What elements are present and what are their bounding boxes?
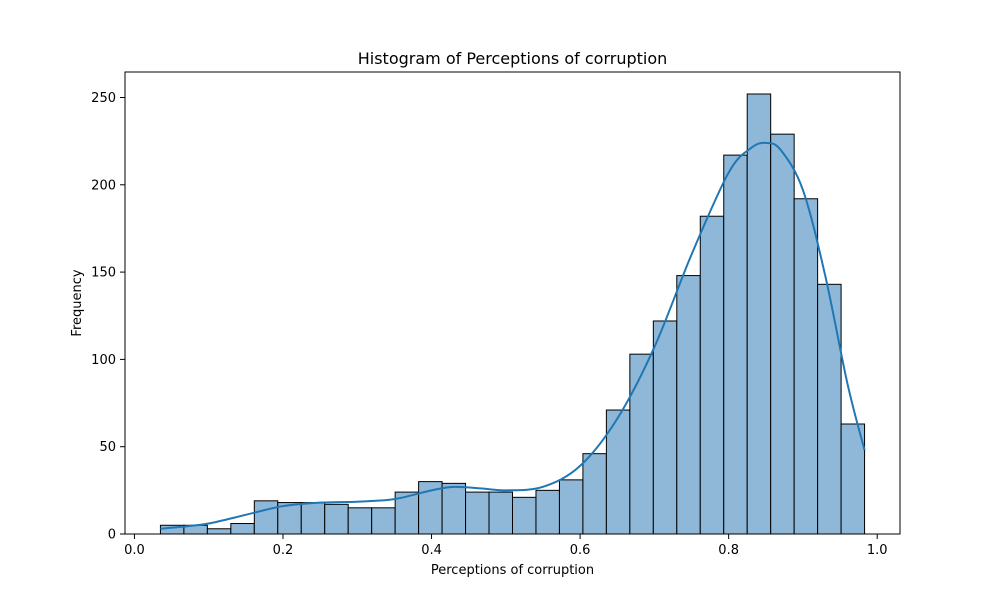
x-tick-label: 0.6: [570, 543, 591, 558]
histogram-bar: [441, 482, 467, 535]
kde-curve: [160, 141, 866, 530]
x-tick-label: 0.8: [718, 543, 739, 558]
histogram-bar: [629, 353, 654, 535]
y-tick-label: 0: [108, 528, 116, 543]
histogram-bar: [324, 503, 349, 535]
y-tick-label: 50: [99, 440, 116, 455]
y-tick-label: 150: [91, 266, 116, 281]
plot-area-frame: [124, 71, 901, 535]
histogram-bar: [676, 275, 701, 535]
histogram-bar: [347, 507, 373, 535]
histogram-bar: [652, 320, 678, 535]
kde-layer: [160, 141, 866, 530]
histogram-bar: [793, 198, 819, 535]
y-axis-label: Frequency: [70, 269, 85, 336]
histogram-bar: [512, 496, 537, 535]
histogram-bar: [371, 507, 396, 535]
histogram-bar: [300, 502, 326, 535]
histogram-bar: [465, 491, 490, 535]
histogram-bar: [699, 215, 725, 535]
bars-layer: [159, 93, 866, 535]
histogram-bar: [230, 523, 255, 535]
x-tick-label: 0.4: [421, 543, 442, 558]
y-tick-label: 200: [91, 178, 116, 193]
histogram-bar: [582, 453, 607, 535]
histogram-bar: [488, 491, 513, 535]
x-axis: 0.0 0.2 0.4 0.6 0.8 1.0: [124, 534, 888, 558]
y-tick-label: 250: [91, 91, 116, 106]
histogram-bar: [770, 133, 795, 535]
histogram-bar: [817, 283, 842, 535]
histogram-bar: [535, 489, 560, 535]
x-tick-label: 1.0: [867, 543, 888, 558]
y-tick-label: 100: [91, 353, 116, 368]
chart-title: Histogram of Perceptions of corruption: [358, 49, 668, 68]
x-axis-label: Perceptions of corruption: [431, 563, 594, 578]
y-axis: 0 50 100 150 200 250: [91, 91, 125, 543]
histogram-bar: [206, 528, 232, 535]
x-tick-label: 0.2: [273, 543, 294, 558]
histogram-bar: [746, 93, 772, 535]
histogram-bar: [253, 500, 279, 535]
x-tick-label: 0.0: [124, 543, 145, 558]
histogram-bar: [723, 154, 748, 535]
histogram-bar: [558, 479, 584, 535]
